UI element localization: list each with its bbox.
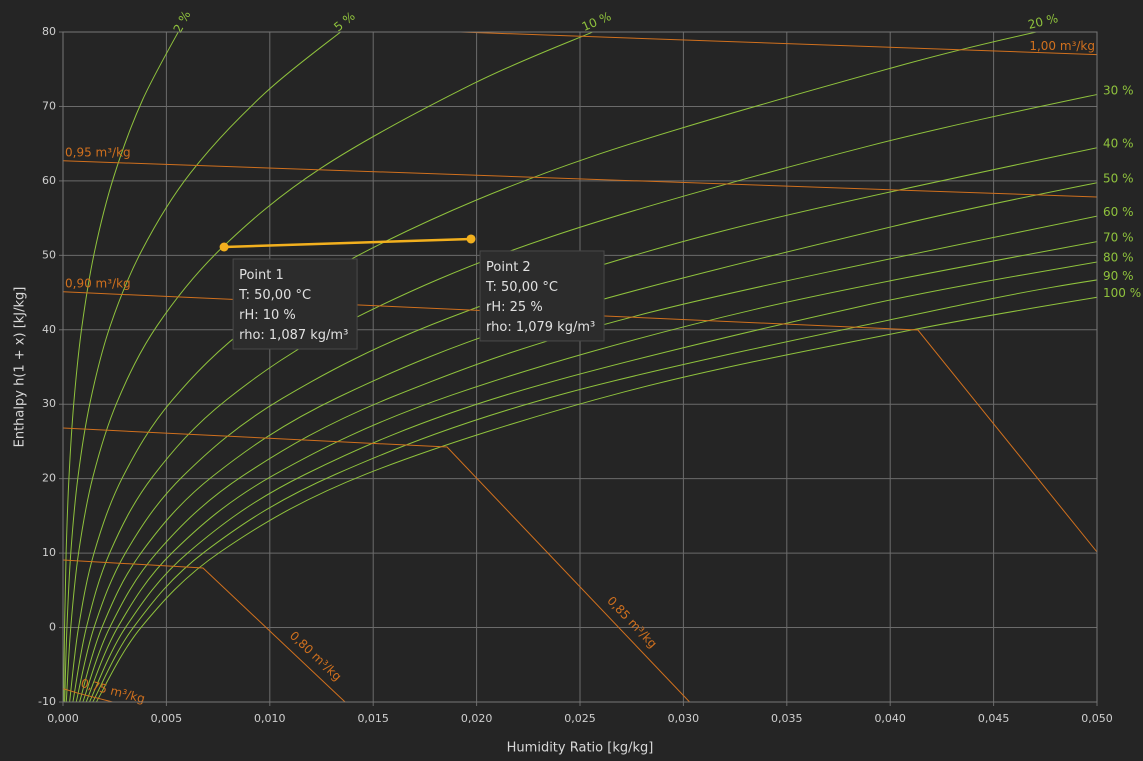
- x-tick-label: 0,035: [771, 712, 803, 725]
- rh-curve: [92, 279, 1097, 702]
- y-tick-label: 80: [42, 25, 56, 38]
- volume-line: [63, 160, 1097, 198]
- y-tick-label: 30: [42, 397, 56, 410]
- volume-line: [63, 688, 113, 702]
- x-tick-label: 0,020: [461, 712, 493, 725]
- rh-label: 80 %: [1103, 251, 1134, 265]
- y-tick-label: 60: [42, 174, 56, 187]
- y-tick-label: 70: [42, 99, 56, 112]
- tooltip-line: rho: 1,079 kg/m³: [486, 320, 595, 335]
- rh-label: 30 %: [1103, 83, 1134, 97]
- y-tick-label: 20: [42, 472, 56, 485]
- x-tick-label: 0,030: [668, 712, 700, 725]
- rh-label: 70 %: [1103, 230, 1134, 244]
- rh-label: 60 %: [1103, 205, 1134, 219]
- y-tick-label: -10: [38, 695, 56, 708]
- volume-label: 0,95 m³/kg: [65, 145, 131, 159]
- tooltip-line: T: 50,00 °C: [485, 280, 558, 295]
- x-tick-label: 0,000: [47, 712, 79, 725]
- rh-curve: [89, 261, 1097, 702]
- tooltip-title: Point 1: [239, 268, 284, 283]
- rh-curve: [85, 241, 1097, 702]
- rh-curve: [65, 32, 595, 702]
- volume-line: [63, 559, 346, 702]
- rh-label: 100 %: [1103, 286, 1141, 300]
- rh-label: 40 %: [1103, 137, 1134, 151]
- tooltip-line: T: 50,00 °C: [238, 288, 311, 303]
- rh-curve: [63, 32, 179, 702]
- points: Point 1 T: 50,00 °C rH: 10 % rho: 1,087 kg/…: [219, 234, 605, 350]
- x-tick-label: 0,010: [254, 712, 286, 725]
- tooltip-line: rH: 10 %: [239, 308, 296, 323]
- volume-label: 0,90 m³/kg: [65, 276, 131, 290]
- rh-curve: [64, 32, 342, 702]
- x-tick-label: 0,025: [564, 712, 596, 725]
- x-tick-label: 0,045: [978, 712, 1010, 725]
- rh-label: 50 %: [1103, 172, 1134, 186]
- y-tick-label: 0: [49, 621, 56, 634]
- tooltip-box: [232, 258, 358, 350]
- tooltip-title: Point 2: [486, 260, 531, 275]
- volume-line: [63, 427, 690, 702]
- rh-curve: [82, 215, 1097, 702]
- x-tick-label: 0,040: [874, 712, 906, 725]
- point-connector: [224, 237, 472, 249]
- y-tick-label: 10: [42, 546, 56, 559]
- volume-label: 1,00 m³/kg: [1029, 39, 1095, 53]
- rh-curve: [75, 147, 1097, 702]
- state-point: [219, 242, 229, 252]
- rh-label: 20 %: [1027, 11, 1060, 32]
- x-tick-label: 0,015: [357, 712, 389, 725]
- rh-curve: [79, 182, 1097, 702]
- volume-line: [446, 32, 1097, 56]
- y-tick-label: 50: [42, 248, 56, 261]
- rh-label: 90 %: [1103, 269, 1134, 283]
- state-point: [466, 234, 476, 244]
- tooltip-line: rH: 25 %: [486, 300, 543, 315]
- x-tick-label: 0,005: [151, 712, 183, 725]
- y-tick-label: 40: [42, 323, 56, 336]
- x-axis-title: Humidity Ratio [kg/kg]: [507, 741, 654, 756]
- y-axis-title: Enthalpy h(1 + x) [kJ/kg]: [13, 287, 28, 448]
- x-tick-label: 0,050: [1081, 712, 1113, 725]
- tooltip-box: [479, 250, 605, 342]
- plot-frame: [62, 31, 1098, 703]
- tooltip-line: rho: 1,087 kg/m³: [239, 328, 348, 343]
